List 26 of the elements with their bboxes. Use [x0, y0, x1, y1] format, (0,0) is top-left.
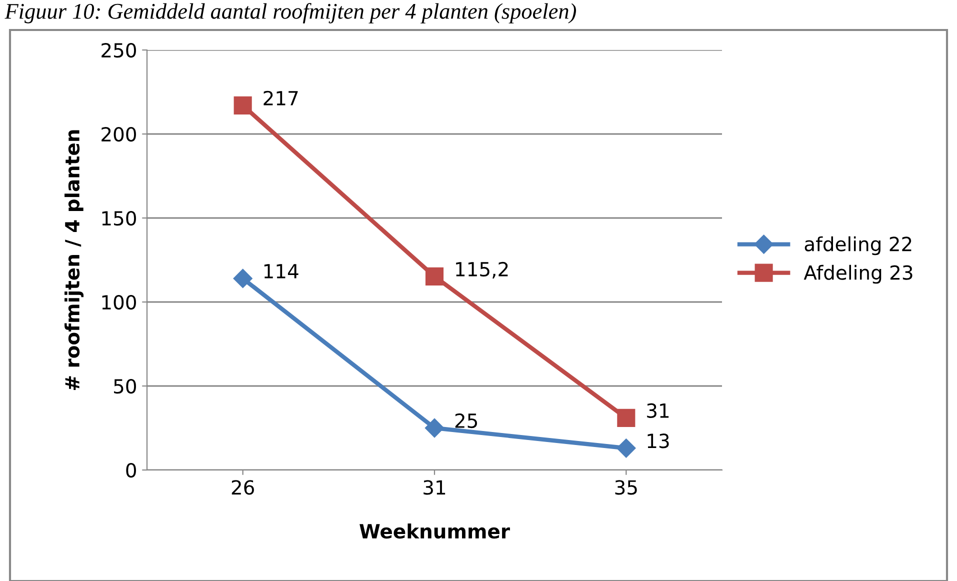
y-tick-label: 0: [126, 462, 136, 478]
point: [233, 268, 252, 288]
y-tick-label: 100: [102, 294, 136, 310]
y-tick-label: 200: [102, 126, 136, 142]
x-tick-label: 31: [424, 480, 446, 495]
y-axis-title: # roofmijten / 4 planten: [64, 130, 84, 390]
point: [234, 96, 252, 114]
x-tick-label: 35: [615, 480, 637, 495]
chart-title: Figuur 10: Gemiddeld aantal roofmijten per 4 planten (spoelen): [4, 3, 576, 24]
data-label: 25: [455, 413, 477, 428]
y-tick-label: 150: [102, 210, 136, 226]
data-label: 31: [647, 403, 669, 418]
x-axis-title: Weeknummer: [360, 524, 510, 539]
point: [617, 408, 636, 427]
point: [616, 438, 636, 458]
point: [425, 267, 444, 286]
data-label: 115,2: [456, 262, 508, 279]
data-label: 217: [264, 90, 298, 106]
y-tick-label: 50: [114, 378, 136, 394]
x-tick-label: 26: [232, 480, 254, 495]
y-tick-label: 250: [102, 42, 136, 58]
legend-label: afdeling 22: [804, 236, 912, 256]
legend-label: Afdeling 23: [804, 264, 912, 284]
data-label: 13: [648, 434, 669, 448]
point: [424, 418, 444, 438]
data-label: 114: [264, 264, 298, 278]
